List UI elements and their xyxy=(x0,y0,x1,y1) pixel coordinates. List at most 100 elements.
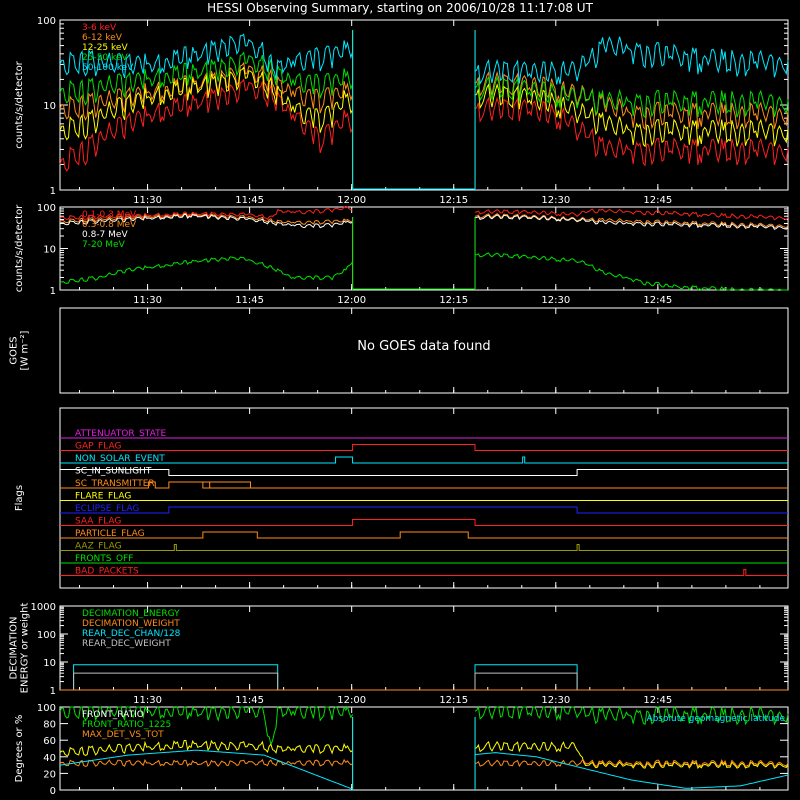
figure-title: HESSI Observing Summary, starting on 200… xyxy=(207,1,593,15)
x-tick-label: 12:30 xyxy=(541,195,570,206)
flag-label: GAP_FLAG xyxy=(75,442,121,452)
series-6-12-kev xyxy=(59,30,789,190)
x-tick-label: 11:30 xyxy=(133,195,162,206)
legend-entry: 12-25 keV xyxy=(82,43,128,53)
flag-particle-flag: PARTICLE_FLAG xyxy=(60,529,788,539)
panel-frame xyxy=(59,706,789,791)
legend-entry: 3-6 keV xyxy=(82,23,117,33)
flag-trace xyxy=(60,531,788,539)
flag-non-solar-event: NON_SOLAR_EVENT xyxy=(60,454,788,464)
panel-flags: Flags ATTENUATOR_STATE GAP_FLAG NON_SOLAR_E… xyxy=(14,407,789,589)
legend-entry: REAR_DEC_WEIGHT xyxy=(82,639,171,649)
panel-goes: GOES [W m⁻²] No GOES data found xyxy=(9,307,789,394)
flag-bad-packets: BAD_PACKETS xyxy=(60,567,788,577)
legend-entry: REAR_DEC_CHAN/128 xyxy=(82,629,181,639)
x-tick-label: 11:45 xyxy=(235,195,264,206)
legend-entry: MAX_DET_VS_TOT xyxy=(82,730,164,740)
x-tick-label: 12:45 xyxy=(643,295,672,306)
x-tick-label: 12:15 xyxy=(439,695,468,706)
x-tick-label: 12:15 xyxy=(439,195,468,206)
panel-decimation: 11:30 11:45 12:00 12:15 12:30 12:45 DECIMATION… xyxy=(9,602,789,706)
x-tick-label: 11:45 xyxy=(235,695,264,706)
series-line xyxy=(59,705,789,746)
panels: 11:30 11:45 12:00 12:15 12:30 12:45 counts/s/d… xyxy=(9,16,789,797)
panel-ratios: Degrees or % 0 20 40 60 80 100 FRONT_RATIOFRONT… xyxy=(14,703,789,797)
panel-frame xyxy=(59,206,789,291)
flag-label: SC_IN_SUNLIGHT xyxy=(75,467,152,477)
flag-label: FLARE_FLAG xyxy=(75,492,131,502)
legend-entry: 7-20 MeV xyxy=(82,240,126,250)
series-line xyxy=(59,739,789,769)
y-tick-label: 100 xyxy=(37,703,56,714)
flag-sc-transmitter: SC_TRANSMITTER xyxy=(60,479,788,489)
flag-trace xyxy=(60,544,788,551)
series-line xyxy=(59,78,789,172)
x-tick-label: 12:00 xyxy=(337,295,366,306)
y-tick-label: 10 xyxy=(43,245,56,256)
y-axis-label: Degrees or % xyxy=(14,715,25,783)
legend-entry: 25-50 keV xyxy=(82,53,128,63)
flag-trace xyxy=(60,481,788,489)
series-0-8-7-mev xyxy=(59,213,789,290)
series-line xyxy=(73,672,578,691)
x-tick-label: 12:45 xyxy=(643,195,672,206)
x-tick-label: 12:15 xyxy=(439,295,468,306)
y-tick-label: 1 xyxy=(50,686,56,697)
series-3-6-kev xyxy=(59,30,789,190)
y-tick-label: 100 xyxy=(37,16,56,27)
flag-trace xyxy=(60,444,788,451)
flag-trace xyxy=(60,569,788,576)
y-tick-label: 1 xyxy=(50,186,56,197)
flag-trace xyxy=(60,456,788,464)
y-axis-label: GOES xyxy=(9,336,20,364)
flag-aaz-flag: AAZ_FLAG xyxy=(60,542,788,552)
series-50-100-kev xyxy=(59,30,789,190)
y-axis-label: DECIMATION xyxy=(9,616,20,679)
series-line xyxy=(59,758,789,768)
series-line xyxy=(59,213,789,230)
y-tick-label: 20 xyxy=(43,769,56,780)
y-tick-label: 1000 xyxy=(31,602,56,613)
series-0-1-0-3-mev xyxy=(59,206,789,290)
flag-trace xyxy=(60,469,788,476)
flag-label: ECLIPSE_FLAG xyxy=(75,504,139,514)
x-tick-label: 11:30 xyxy=(133,695,162,706)
flag-label: ATTENUATOR_STATE xyxy=(75,429,167,439)
legend-entry: FRONT_RATIO_1225 xyxy=(82,720,171,730)
flag-label: BAD_PACKETS xyxy=(75,567,139,577)
panel-frame xyxy=(59,19,789,191)
panel-lightcurves: 11:30 11:45 12:00 12:15 12:30 12:45 counts/s/d… xyxy=(14,16,789,206)
legend-entry: DECIMATION_ENERGY xyxy=(82,609,180,619)
legend-entry: 0.1-0.3 MeV xyxy=(82,210,137,220)
y-axis-label: counts/s/detector xyxy=(14,60,25,148)
legend-note: Absolute geomagnetic latitude xyxy=(646,714,785,724)
y-tick-label: 0 xyxy=(50,786,56,797)
x-tick-label: 11:30 xyxy=(133,295,162,306)
flag-label: PARTICLE_FLAG xyxy=(75,529,145,539)
series-line xyxy=(59,51,789,119)
x-tick-label: 12:30 xyxy=(541,695,570,706)
series-7-20-mev xyxy=(59,217,789,291)
y-tick-label: 10 xyxy=(43,101,56,112)
flag-label: NON_SOLAR_EVENT xyxy=(75,454,165,464)
flag-label: FRONTS_OFF xyxy=(75,554,133,564)
panel-highenergy: 11:30 11:45 12:00 12:15 12:30 12:45 counts/s/d… xyxy=(14,203,789,306)
legend-entry: DECIMATION_WEIGHT xyxy=(82,619,180,629)
series-line xyxy=(59,252,789,291)
flag-sc-in-sunlight: SC_IN_SUNLIGHT xyxy=(60,467,788,477)
legend-entry: 50-100 keV xyxy=(82,63,134,73)
y-tick-label: 10 xyxy=(43,658,56,669)
flag-saa-flag: SAA_FLAG xyxy=(60,517,788,527)
flag-label: SAA_FLAG xyxy=(75,517,121,527)
flag-trace xyxy=(60,506,788,514)
flag-trace xyxy=(60,519,788,526)
legend-entry: 6-12 keV xyxy=(82,33,123,43)
x-tick-label: 12:30 xyxy=(541,295,570,306)
y-tick-label: 40 xyxy=(43,753,56,764)
flag-attenuator-state: ATTENUATOR_STATE xyxy=(60,429,788,439)
series-line xyxy=(59,206,789,221)
legend-entry: 0.8-7 MeV xyxy=(82,230,128,240)
series-line xyxy=(59,212,789,229)
legend-entry: FRONT_RATIO xyxy=(82,710,144,720)
